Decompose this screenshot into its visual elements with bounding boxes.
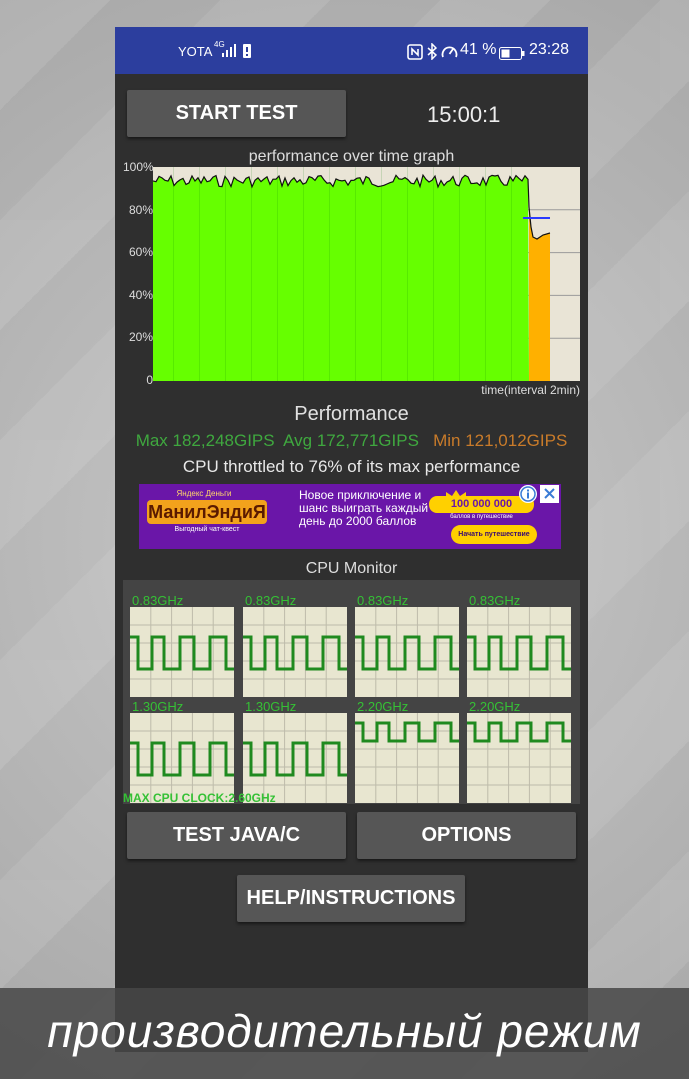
cpu-core-frequency: 2.20GHz — [469, 699, 521, 714]
cpu-monitor-title: CPU Monitor — [305, 560, 398, 577]
test-java-c-button[interactable]: TEST JAVA/C — [127, 812, 346, 859]
signal-icon — [222, 44, 236, 62]
cpu-frequency-line — [467, 721, 571, 743]
clock: 23:28 — [529, 41, 570, 58]
throttle-message: CPU throttled to 76% of its max performa… — [182, 457, 521, 476]
cpu-core-cell: 0.83GHz — [355, 593, 461, 700]
cpu-core-cell: 1.30GHz — [130, 699, 236, 806]
cpu-core-frequency: 1.30GHz — [132, 699, 184, 714]
performance-graph — [152, 167, 580, 381]
cpu-frequency-line — [130, 635, 234, 671]
area-stripe — [485, 167, 486, 381]
cpu-core-cell: 1.30GHz — [243, 699, 349, 806]
cpu-core-cell: 0.83GHz — [243, 593, 349, 700]
area-stripe — [355, 167, 356, 381]
y-tick-label: 60% — [128, 245, 153, 260]
cpu-core-cell: 2.20GHz — [467, 699, 573, 806]
x-axis-label: time(interval 2min) — [481, 383, 580, 397]
status-bar: YOTA 4G 41 % 23:28 — [115, 27, 588, 74]
battery-percent: 41 % — [460, 41, 497, 58]
cpu-core-cell: 0.83GHz — [467, 593, 573, 700]
cpu-frequency-line — [467, 635, 571, 671]
area-stripe — [407, 167, 408, 381]
cpu-core-frequency: 0.83GHz — [469, 593, 521, 608]
cpu-frequency-line — [243, 741, 347, 777]
area-stripe — [199, 167, 200, 381]
cpu-frequency-line — [130, 741, 234, 777]
nfc-icon — [407, 44, 423, 65]
cpu-core-frequency: 1.30GHz — [245, 699, 297, 714]
area-stripe — [173, 167, 174, 381]
cpu-core-frequency: 2.20GHz — [357, 699, 409, 714]
y-tick-label: 0 — [146, 373, 153, 387]
video-caption: производительный режим — [47, 1005, 642, 1057]
max-cpu-clock: MAX CPU CLOCK:2.60GHz — [123, 791, 276, 805]
cpu-core-cell: 2.20GHz — [355, 699, 461, 806]
area-stripe — [303, 167, 304, 381]
cpu-core-graph — [130, 713, 234, 803]
cpu-frequency-line — [243, 635, 347, 671]
ad-cta-button[interactable]: Начать путешествие — [451, 525, 537, 544]
area-stripe — [329, 167, 330, 381]
max-stat: Max 182,248GIPS — [135, 431, 275, 450]
y-tick-label: 20% — [128, 330, 153, 345]
cpu-monitor-panel: 0.83GHz 0.83GHz 0.83GHz 0.83GHz 1.30GHz 1.30G… — [123, 580, 580, 804]
help-instructions-button[interactable]: HELP/INSTRUCTIONS — [237, 875, 465, 922]
performance-title: Performance — [294, 403, 409, 425]
cpu-frequency-line — [355, 635, 459, 671]
cpu-frequency-line — [355, 721, 459, 743]
performance-graph-svg — [152, 167, 580, 381]
area-stripe — [433, 167, 434, 381]
cpu-core-frequency: 0.83GHz — [357, 593, 409, 608]
cpu-core-graph — [355, 713, 459, 803]
y-tick-label: 40% — [128, 287, 153, 302]
bluetooth-icon — [427, 42, 438, 65]
ad-banner[interactable]: Яндекс Деньги МанилЭндиЯ Выгодный чат-кв… — [139, 484, 561, 549]
graph-title: performance over time graph — [248, 148, 455, 165]
cpu-core-graph — [243, 713, 347, 803]
timer: 15:00:1 — [427, 102, 501, 127]
throttled-area — [529, 207, 550, 381]
options-button[interactable]: OPTIONS — [357, 812, 576, 859]
area-stripe — [459, 167, 460, 381]
performance-stats: Max 182,248GIPS Avg 172,771GIPS Min 121,… — [115, 431, 588, 451]
performance-line — [152, 173, 551, 240]
area-stripe — [511, 167, 512, 381]
avg-stat: Avg 172,771GIPS — [283, 431, 419, 450]
cpu-core-graph — [467, 713, 571, 803]
cpu-core-graph — [243, 607, 347, 697]
cpu-core-graph — [355, 607, 459, 697]
area-stripe — [251, 167, 252, 381]
min-stat: Min 121,012GIPS — [433, 431, 568, 450]
start-test-button[interactable]: START TEST — [127, 90, 346, 137]
ad-close-icon[interactable] — [540, 485, 559, 503]
carrier-label: YOTA — [178, 44, 213, 59]
network-type: 4G — [214, 40, 225, 49]
ad-brand: МанилЭндиЯ — [147, 500, 267, 524]
ad-text: Новое приключение и шанс выиграть каждый… — [299, 488, 429, 528]
ad-prize: 100 000 000 — [429, 496, 534, 513]
cpu-core-cell: 0.83GHz — [130, 593, 236, 700]
caption-bar — [0, 988, 689, 1079]
cpu-core-graph — [130, 607, 234, 697]
alert-icon — [243, 44, 251, 63]
area-stripe — [381, 167, 382, 381]
ad-brand-small: Яндекс Деньги — [176, 489, 232, 498]
ad-info-icon[interactable] — [519, 485, 537, 503]
phone-screen: YOTA 4G 41 % 23:28 START TEST 15:00:1 pe… — [115, 27, 588, 1052]
cpu-core-frequency: 0.83GHz — [245, 593, 297, 608]
cpu-core-frequency: 0.83GHz — [132, 593, 184, 608]
battery-icon — [499, 47, 525, 65]
ad-brand-sub: Выгодный чат-квест — [174, 526, 240, 533]
ad-prize-sub: баллов в путешествие — [450, 514, 513, 520]
area-stripe — [225, 167, 226, 381]
cpu-core-graph — [467, 607, 571, 697]
performance-area — [153, 175, 529, 381]
y-tick-label: 100% — [123, 160, 154, 174]
speedometer-icon — [441, 44, 458, 65]
y-tick-label: 80% — [128, 202, 153, 217]
area-stripe — [277, 167, 278, 381]
